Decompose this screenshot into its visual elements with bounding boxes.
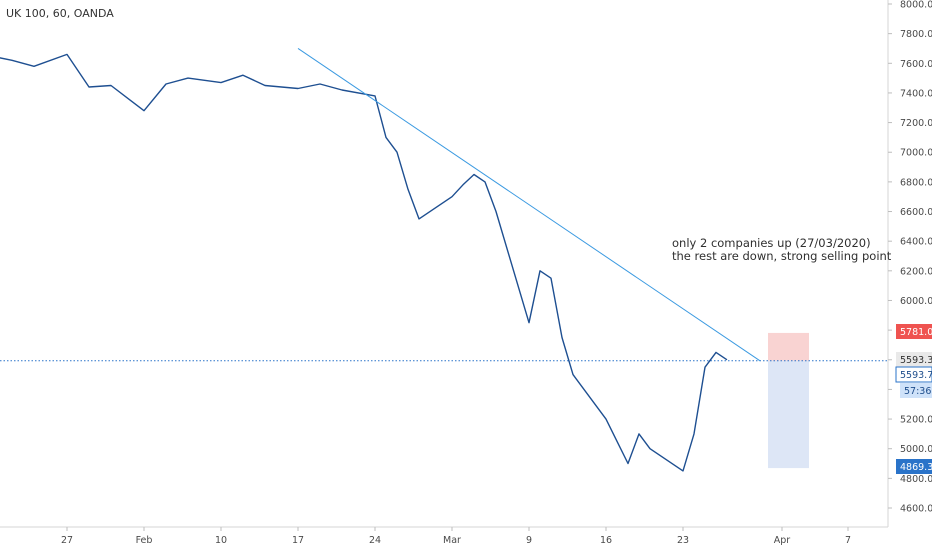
time-tick-label: 27: [61, 535, 73, 546]
price-tick-label: 7600.0: [900, 59, 932, 70]
time-tick-label: Apr: [774, 535, 791, 546]
take-profit-zone[interactable]: [768, 360, 809, 469]
price-tick-label: 4600.0: [900, 504, 932, 515]
chart-title: UK 100, 60, OANDA: [6, 7, 114, 20]
annotation-line-1[interactable]: only 2 companies up (27/03/2020): [672, 236, 871, 250]
stop-price-badge: 5781.0: [896, 324, 932, 339]
entry-price-badge-label: 5593.3: [900, 355, 932, 366]
stop-price-badge-label: 5781.0: [900, 327, 932, 338]
price-tick-label: 6200.0: [900, 266, 932, 277]
time-axis-ticks: 27 Feb 10 17 24 Mar 9 16 23 Apr 7: [61, 527, 851, 546]
time-tick-label: 17: [292, 535, 304, 546]
price-tick-label: 5000.0: [900, 444, 932, 455]
last-price-badge: 5593.7: [895, 366, 932, 383]
price-tick-label: 4800.0: [900, 474, 932, 485]
price-tick-label: 6800.0: [900, 177, 932, 188]
entry-price-badge: 5593.3: [896, 352, 932, 367]
price-tick-label: 7400.0: [900, 88, 932, 99]
countdown-badge-label: 57:36: [904, 386, 931, 397]
annotation-line-2[interactable]: the rest are down, strong selling point: [672, 249, 892, 263]
time-tick-label: 23: [677, 535, 689, 546]
time-tick-label: 7: [845, 535, 851, 546]
time-tick-label: 9: [526, 535, 532, 546]
trendline[interactable]: [297, 48, 761, 362]
price-series-line: [0, 53, 728, 472]
price-tick-label: 7200.0: [900, 118, 932, 129]
price-axis-ticks: 8000.0 7800.0 7600.0 7400.0 7200.0 7000.0 6800…: [888, 0, 932, 515]
target-price-badge-label: 4869.3: [900, 462, 932, 473]
target-price-badge: 4869.3: [896, 459, 932, 474]
price-tick-label: 6400.0: [900, 237, 932, 248]
price-tick-label: 8000.0: [900, 0, 932, 11]
time-tick-label: Mar: [443, 535, 461, 546]
time-tick-label: 24: [369, 535, 381, 546]
price-tick-label: 6600.0: [900, 207, 932, 218]
price-tick-label: 6000.0: [900, 296, 932, 307]
countdown-badge: 57:36: [900, 383, 932, 398]
price-tick-label: 7800.0: [900, 29, 932, 40]
stop-loss-zone[interactable]: [768, 332, 809, 361]
time-tick-label: 10: [215, 535, 227, 546]
time-tick-label: Feb: [136, 535, 153, 546]
price-tick-label: 5200.0: [900, 415, 932, 426]
price-tick-label: 7000.0: [900, 148, 932, 159]
last-price-badge-label: 5593.7: [900, 370, 932, 381]
time-tick-label: 16: [600, 535, 612, 546]
